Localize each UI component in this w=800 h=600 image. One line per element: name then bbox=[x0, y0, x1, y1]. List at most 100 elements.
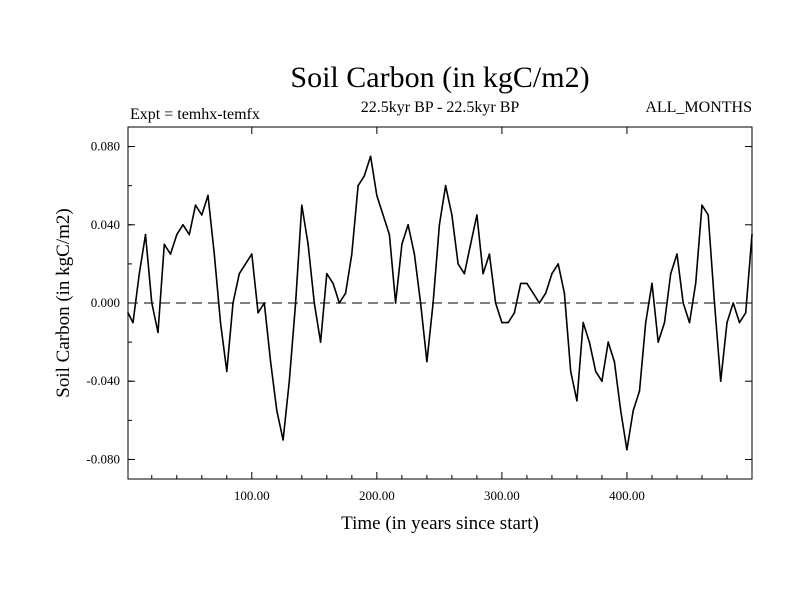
data-point bbox=[338, 302, 341, 304]
data-point bbox=[282, 439, 284, 441]
data-point bbox=[357, 184, 359, 187]
data-point bbox=[676, 253, 678, 255]
data-point bbox=[532, 292, 534, 295]
data-point bbox=[463, 272, 466, 275]
data-point bbox=[469, 243, 472, 246]
data-point bbox=[569, 370, 572, 373]
data-point bbox=[682, 302, 685, 304]
data-point bbox=[257, 311, 259, 314]
x-tick-label: 400.00 bbox=[609, 488, 645, 503]
data-point bbox=[319, 341, 322, 343]
data-point bbox=[432, 302, 434, 304]
data-point bbox=[225, 370, 228, 373]
x-tick-label: 100.00 bbox=[234, 488, 270, 503]
data-point bbox=[438, 223, 441, 226]
data-point bbox=[132, 321, 134, 324]
data-point bbox=[669, 272, 672, 275]
data-point bbox=[694, 282, 697, 285]
data-point bbox=[507, 321, 509, 324]
data-point bbox=[219, 321, 222, 324]
data-point bbox=[250, 253, 253, 255]
data-point bbox=[651, 282, 653, 285]
data-point bbox=[426, 360, 428, 363]
data-point bbox=[163, 243, 166, 246]
plot-area bbox=[127, 155, 753, 451]
data-point bbox=[526, 282, 528, 285]
data-point bbox=[207, 194, 209, 197]
data-point bbox=[388, 233, 391, 236]
data-point bbox=[601, 380, 603, 383]
data-point bbox=[457, 263, 459, 265]
data-point bbox=[351, 253, 353, 255]
chart-title: Soil Carbon (in kgC/m2) bbox=[290, 61, 589, 94]
data-point bbox=[707, 214, 710, 216]
x-tick-label: 300.00 bbox=[484, 488, 520, 503]
data-point bbox=[401, 243, 403, 246]
x-axis: 100.00 200.00 300.00 400.00 bbox=[151, 127, 728, 503]
y-tick-label: 0.000 bbox=[91, 295, 120, 310]
data-point bbox=[182, 223, 184, 226]
data-point bbox=[488, 253, 491, 255]
data-point bbox=[175, 233, 178, 236]
data-point bbox=[738, 321, 741, 324]
data-point bbox=[326, 272, 328, 275]
chart-subtitle-left: Expt = temhx-temfx bbox=[130, 106, 260, 123]
data-point bbox=[263, 302, 266, 304]
data-point bbox=[576, 399, 578, 402]
data-point bbox=[732, 302, 735, 304]
data-point bbox=[538, 302, 541, 304]
y-tick-label: 0.040 bbox=[91, 217, 120, 232]
data-point bbox=[194, 204, 197, 207]
data-point bbox=[519, 282, 522, 285]
data-point bbox=[150, 302, 153, 304]
data-point bbox=[513, 311, 516, 314]
data-point bbox=[644, 321, 647, 324]
data-point bbox=[551, 272, 553, 275]
data-point bbox=[363, 175, 366, 177]
x-tick-label: 200.00 bbox=[359, 488, 395, 503]
data-point bbox=[169, 253, 172, 255]
data-point bbox=[138, 272, 141, 275]
data-point bbox=[607, 341, 609, 343]
data-point bbox=[313, 302, 316, 304]
data-point bbox=[657, 341, 660, 343]
data-point bbox=[382, 214, 384, 216]
data-point bbox=[501, 321, 503, 324]
data-point bbox=[619, 409, 622, 412]
data-point bbox=[663, 321, 666, 324]
data-point bbox=[638, 390, 641, 392]
y-axis-label: Soil Carbon (in kgC/m2) bbox=[53, 208, 74, 397]
data-point bbox=[494, 302, 497, 304]
data-point bbox=[451, 214, 453, 216]
data-point bbox=[376, 194, 378, 197]
data-point bbox=[582, 321, 584, 324]
y-tick-label: -0.040 bbox=[86, 373, 120, 388]
data-point bbox=[701, 204, 703, 207]
data-point bbox=[744, 311, 747, 314]
data-point bbox=[238, 272, 241, 275]
chart-subtitle-center: 22.5kyr BP - 22.5kyr BP bbox=[361, 99, 520, 116]
data-point bbox=[557, 263, 559, 265]
data-point bbox=[476, 214, 478, 216]
chart-subtitle-right: ALL_MONTHS bbox=[645, 99, 752, 116]
x-axis-label: Time (in years since start) bbox=[341, 513, 539, 534]
data-point bbox=[307, 243, 309, 246]
data-point bbox=[544, 292, 547, 295]
data-point bbox=[213, 253, 216, 255]
data-point bbox=[419, 302, 422, 304]
data-point bbox=[188, 233, 191, 236]
data-point bbox=[294, 302, 297, 304]
data-point bbox=[369, 155, 372, 158]
y-tick-label: 0.080 bbox=[91, 139, 120, 154]
data-point bbox=[394, 302, 397, 304]
data-point bbox=[232, 302, 234, 304]
data-point bbox=[482, 272, 484, 275]
data-point bbox=[713, 302, 716, 304]
data-point bbox=[613, 360, 616, 363]
data-point bbox=[632, 409, 635, 412]
data-point bbox=[301, 204, 303, 207]
data-point bbox=[407, 223, 409, 226]
data-point bbox=[413, 253, 416, 255]
data-point bbox=[726, 321, 728, 324]
